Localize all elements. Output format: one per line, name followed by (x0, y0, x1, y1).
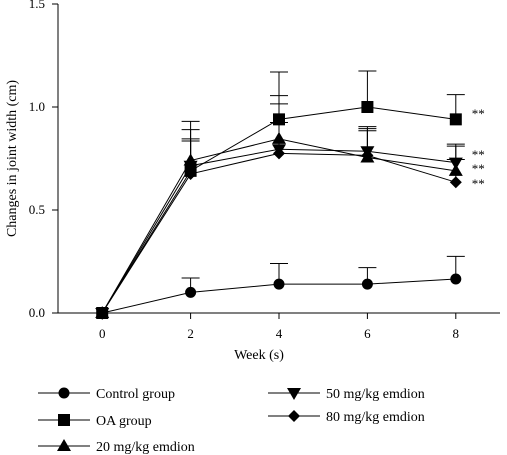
x-tick-label: 6 (364, 326, 371, 341)
legend-label: 20 mg/kg emdion (96, 440, 195, 455)
data-point (273, 278, 285, 290)
legend-label: OA group (96, 414, 152, 429)
y-tick-label: 1.0 (29, 99, 45, 114)
data-point (184, 167, 197, 180)
x-axis-label: Week (s) (234, 348, 284, 363)
legend-marker (58, 414, 70, 426)
legend-label: Control group (96, 387, 175, 402)
legend-marker (287, 388, 301, 400)
x-tick-label: 2 (187, 326, 194, 341)
x-tick-label: 8 (453, 326, 460, 341)
legend-marker (288, 410, 300, 422)
y-tick-label: 0.0 (29, 305, 45, 320)
data-point (449, 113, 462, 126)
data-point (183, 160, 198, 173)
significance-label: ** (472, 106, 485, 121)
data-point (96, 307, 109, 319)
series-markers (95, 101, 463, 320)
significance-label: ** (472, 147, 485, 162)
significance-labels: ******** (472, 106, 485, 191)
legend-label: 80 mg/kg emdion (326, 410, 425, 425)
data-point (361, 278, 373, 290)
axes: 0 2 4 6 8 0.0 0.5 1.0 1.5 Week (s) Changes in join… (5, 0, 500, 363)
data-point (450, 273, 462, 285)
data-point (448, 163, 463, 176)
data-point (272, 131, 286, 144)
data-point (185, 286, 197, 298)
significance-label: ** (472, 161, 485, 176)
significance-label: ** (472, 176, 485, 191)
error-bars (181, 70, 465, 293)
data-point (449, 176, 462, 189)
legend: Control group OA group 20 mg/kg emdion 50 m… (38, 387, 425, 455)
legend-label: 50 mg/kg emdion (326, 387, 425, 402)
legend-marker (57, 439, 71, 451)
y-tick-label: 1.5 (29, 0, 45, 11)
data-point (361, 149, 374, 162)
data-point (448, 157, 463, 170)
y-tick-label: 0.5 (29, 202, 45, 217)
data-point (273, 113, 285, 126)
x-tick-label: 4 (276, 326, 283, 341)
y-axis-label: Changes in joint width (cm) (5, 80, 20, 237)
data-point (361, 101, 374, 113)
data-point (273, 147, 285, 160)
legend-marker (58, 387, 70, 399)
x-tick-label: 0 (99, 326, 106, 341)
